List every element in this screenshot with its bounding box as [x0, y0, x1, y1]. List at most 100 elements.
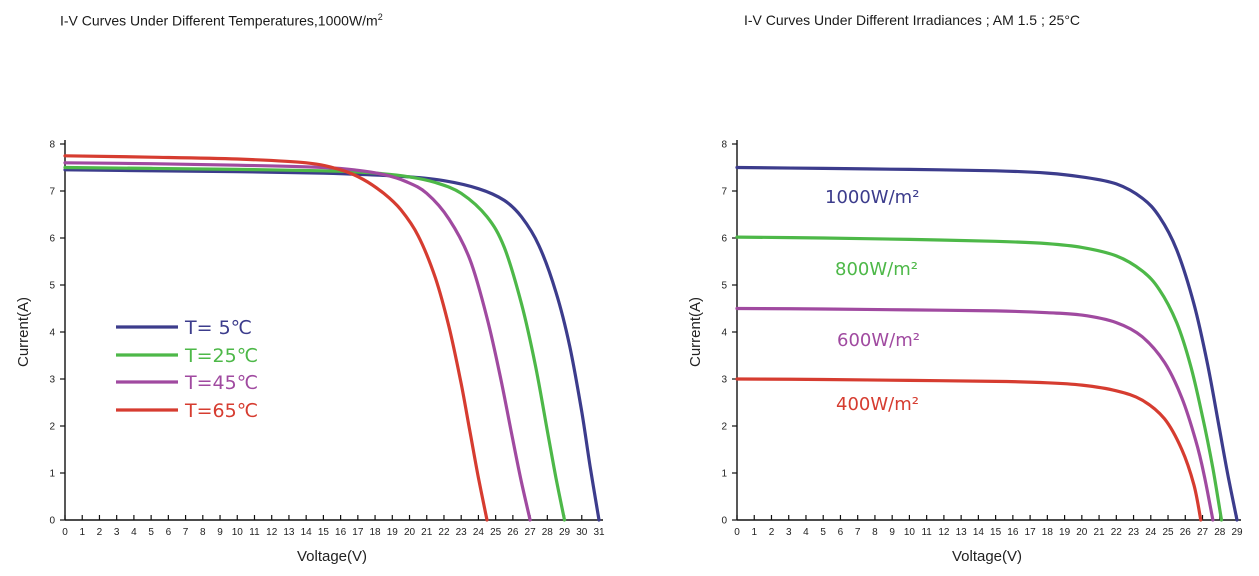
x-tick-label: 26: [1180, 527, 1192, 538]
legend-label-4: T=65℃: [184, 400, 258, 422]
y-tick-label: 2: [49, 422, 55, 433]
x-tick-label: 2: [769, 527, 775, 538]
x-tick-label: 22: [1111, 527, 1123, 538]
x-tick-label: 29: [1231, 527, 1243, 538]
x-tick-label: 7: [855, 527, 861, 538]
x-axis-label: Voltage(V): [297, 548, 367, 565]
x-tick-label: 12: [938, 527, 950, 538]
x-tick-label: 28: [542, 527, 554, 538]
series-line-2: [735, 235, 1224, 522]
x-tick-label: 4: [131, 527, 137, 538]
y-axis-label: Current(A): [687, 297, 704, 367]
series-annotation-1: 1000W/m²: [825, 187, 919, 208]
x-tick-label: 16: [1007, 527, 1019, 538]
y-tick-label: 3: [721, 375, 727, 386]
x-tick-label: 5: [820, 527, 826, 538]
legend-label-3: T=45℃: [184, 372, 258, 394]
x-tick-label: 14: [973, 527, 985, 538]
x-tick-label: 21: [1094, 527, 1106, 538]
x-tick-label: 27: [1197, 527, 1209, 538]
x-tick-label: 6: [166, 527, 172, 538]
legend-label-2: T=25℃: [184, 345, 258, 367]
y-tick-label: 2: [721, 422, 727, 433]
series-annotation-2: 800W/m²: [835, 259, 918, 280]
x-tick-label: 16: [335, 527, 347, 538]
x-tick-label: 3: [114, 527, 120, 538]
x-tick-label: 31: [593, 527, 605, 538]
x-tick-label: 0: [734, 527, 740, 538]
y-tick-label: 7: [49, 187, 55, 198]
series-line-3: [735, 306, 1215, 522]
x-tick-label: 11: [921, 527, 932, 538]
y-tick-label: 6: [721, 234, 727, 245]
x-tick-label: 15: [990, 527, 1002, 538]
x-tick-label: 17: [352, 527, 364, 538]
x-tick-label: 8: [872, 527, 878, 538]
series-annotation-4: 400W/m²: [836, 394, 919, 415]
x-tick-label: 4: [803, 527, 809, 538]
series-line-4: [735, 377, 1203, 522]
y-tick-label: 3: [49, 375, 55, 386]
y-tick-label: 4: [49, 328, 55, 339]
x-tick-label: 20: [1076, 527, 1088, 538]
x-tick-label: 1: [751, 527, 757, 538]
y-tick-label: 7: [721, 187, 727, 198]
y-tick-label: 0: [721, 516, 727, 527]
y-tick-label: 5: [721, 281, 727, 292]
y-tick-label: 1: [721, 469, 727, 480]
y-tick-label: 6: [49, 234, 55, 245]
x-tick-label: 6: [838, 527, 844, 538]
x-tick-label: 21: [421, 527, 433, 538]
x-tick-label: 9: [889, 527, 895, 538]
x-axis-label: Voltage(V): [952, 548, 1022, 565]
legend-label-1: T= 5℃: [184, 317, 252, 339]
x-tick-label: 9: [217, 527, 223, 538]
x-tick-label: 27: [525, 527, 537, 538]
y-tick-label: 0: [49, 516, 55, 527]
x-tick-label: 25: [1162, 527, 1174, 538]
x-tick-label: 13: [956, 527, 968, 538]
x-tick-label: 10: [232, 527, 244, 538]
x-tick-label: 15: [318, 527, 330, 538]
x-tick-label: 11: [249, 527, 260, 538]
x-tick-label: 19: [1059, 527, 1071, 538]
x-tick-label: 12: [266, 527, 278, 538]
x-tick-label: 13: [283, 527, 295, 538]
x-tick-label: 0: [62, 527, 68, 538]
y-tick-label: 8: [49, 140, 55, 151]
x-tick-label: 1: [79, 527, 85, 538]
x-tick-label: 23: [456, 527, 468, 538]
y-tick-label: 5: [49, 281, 55, 292]
x-tick-label: 3: [786, 527, 792, 538]
series-line-3: [63, 161, 532, 522]
x-tick-label: 10: [904, 527, 916, 538]
chart-irradiance-panel: I-V Curves Under Different Irradiances ;…: [630, 0, 1259, 576]
y-tick-label: 8: [721, 140, 727, 151]
series-line-1: [63, 168, 601, 522]
x-tick-label: 18: [1042, 527, 1054, 538]
x-tick-label: 24: [1145, 527, 1157, 538]
x-tick-label: 28: [1214, 527, 1226, 538]
chart-temperature-panel: I-V Curves Under Different Temperatures,…: [15, 12, 605, 566]
x-tick-label: 2: [97, 527, 103, 538]
series-line-1: [735, 165, 1239, 522]
y-axis-label: Current(A): [15, 297, 32, 367]
x-tick-label: 7: [183, 527, 189, 538]
x-tick-label: 23: [1128, 527, 1140, 538]
x-tick-label: 8: [200, 527, 206, 538]
y-tick-label: 1: [49, 469, 55, 480]
series-line-4: [63, 154, 489, 522]
y-tick-label: 4: [721, 328, 727, 339]
x-tick-label: 20: [404, 527, 416, 538]
series-line-2: [63, 165, 567, 522]
x-tick-label: 22: [438, 527, 450, 538]
chart-title-irradiance: I-V Curves Under Different Irradiances ;…: [744, 12, 1081, 28]
x-tick-label: 18: [370, 527, 382, 538]
x-tick-label: 17: [1025, 527, 1037, 538]
x-tick-label: 14: [301, 527, 313, 538]
x-tick-label: 24: [473, 527, 485, 538]
x-tick-label: 25: [490, 527, 502, 538]
x-tick-label: 5: [148, 527, 154, 538]
